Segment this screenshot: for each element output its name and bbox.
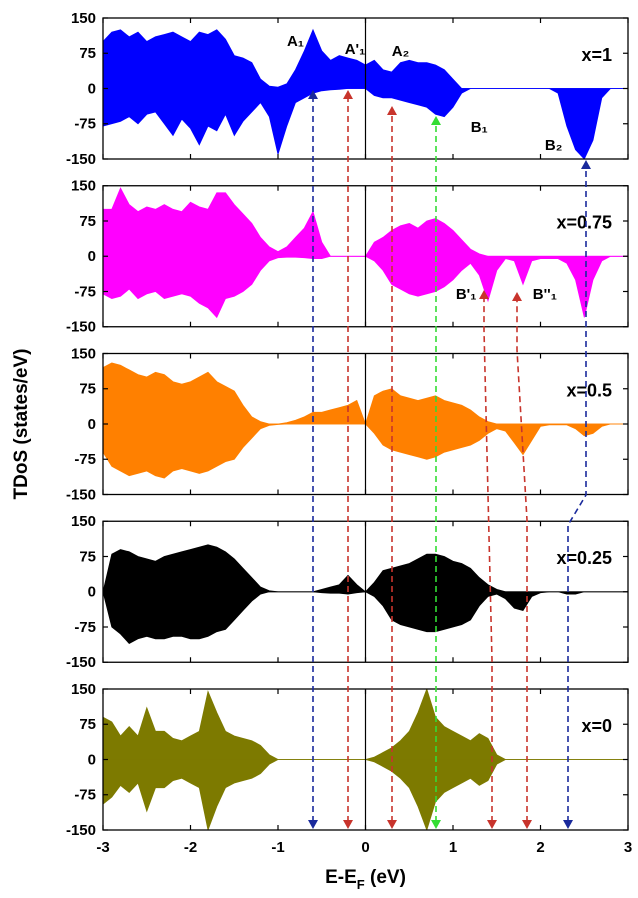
y-tick-label: 150 [71,681,96,698]
y-tick-label: 75 [79,381,96,398]
x-tick-label: -1 [271,839,284,856]
arrowhead [581,160,591,169]
arrowhead [431,116,441,125]
annotation: B₁ [471,119,488,136]
arrowhead [431,820,441,829]
y-tick-label: -75 [74,116,96,133]
panel: -150 -75 0 75 150 x=0.75 B'₁ B''₁ [66,178,629,336]
dos-area [103,591,628,644]
x-tick-label: 2 [536,839,544,856]
y-tick-label: 75 [79,716,96,733]
panel: -150 -75 0 75 150 x=0.25 [66,513,629,671]
arrows [308,90,591,829]
plot-area [103,544,628,644]
dashed-arrow [483,298,493,822]
y-tick-label: 75 [79,45,96,62]
x-tick-label: -2 [184,839,197,856]
y-tick-label: 0 [88,248,96,265]
annotation: A₂ [392,43,410,60]
panel-label: x=0 [581,716,612,736]
panel: -150 -75 0 75 150 x=1 A₁ A'₁ A₂ B₁ B₂ [66,10,629,168]
y-tick-label: -75 [74,787,96,804]
y-tick-label: -150 [66,654,96,671]
arrowhead [308,820,318,829]
annotation: A₁ [287,33,304,50]
panel: -150 -75 0 75 150 -3 -2 -1 0 1 2 3 x=0 E-EF (eV) [66,681,632,892]
x-tick-label: 1 [449,839,457,856]
x-tick-label: 0 [361,839,369,856]
arrowhead [343,90,353,99]
y-tick-label: -150 [66,486,96,503]
panel: -150 -75 0 75 150 x=0.5 TDoS (states/eV) [11,345,629,503]
x-axis-label-part: E-E [325,867,357,888]
arrowhead [343,820,353,829]
arrowhead [479,290,489,299]
dashed-arrow [516,300,528,822]
y-tick-label: 75 [79,548,96,565]
x-axis-label-part: (eV) [365,867,406,888]
y-tick-label: 150 [71,513,96,530]
panel-label: x=0.25 [556,548,612,568]
y-tick-label: 75 [79,213,96,230]
annotation: B'₁ [456,286,477,303]
arrowhead [512,292,522,301]
x-axis-label: E-EF (eV) [325,867,406,892]
y-tick-label: -150 [66,319,96,336]
y-tick-label: -75 [74,283,96,300]
arrowhead [563,820,573,829]
y-tick-label: -150 [66,151,96,168]
annotation: B''₁ [533,286,557,303]
panel-label: x=1 [581,45,612,65]
y-tick-label: 0 [88,584,96,601]
y-axis-label: TDoS (states/eV) [11,349,32,500]
y-tick-label: -75 [74,619,96,636]
annotation: B₂ [545,137,563,154]
panels: -150 -75 0 75 150 x=1 A₁ A'₁ A₂ B₁ B₂ -150 -75 0 75 150… [11,10,632,892]
y-tick-label: 150 [71,178,96,195]
annotation: A'₁ [345,41,366,58]
arrowhead [387,106,397,115]
y-tick-label: 0 [88,80,96,97]
arrowhead [487,820,497,829]
arrowhead [387,820,397,829]
y-tick-label: 0 [88,751,96,768]
x-tick-label: 3 [624,839,632,856]
y-tick-label: 150 [71,345,96,362]
arrowhead [308,90,318,99]
arrowhead [522,820,532,829]
y-tick-label: 150 [71,10,96,27]
dashed-arrow [567,168,587,822]
x-tick-label: -3 [96,839,109,856]
panel-label: x=0.5 [566,380,612,400]
x-axis-label-part: F [357,877,365,892]
y-tick-label: -75 [74,451,96,468]
panel-label: x=0.75 [556,213,612,233]
y-tick-label: 0 [88,416,96,433]
y-tick-label: -150 [66,822,96,839]
